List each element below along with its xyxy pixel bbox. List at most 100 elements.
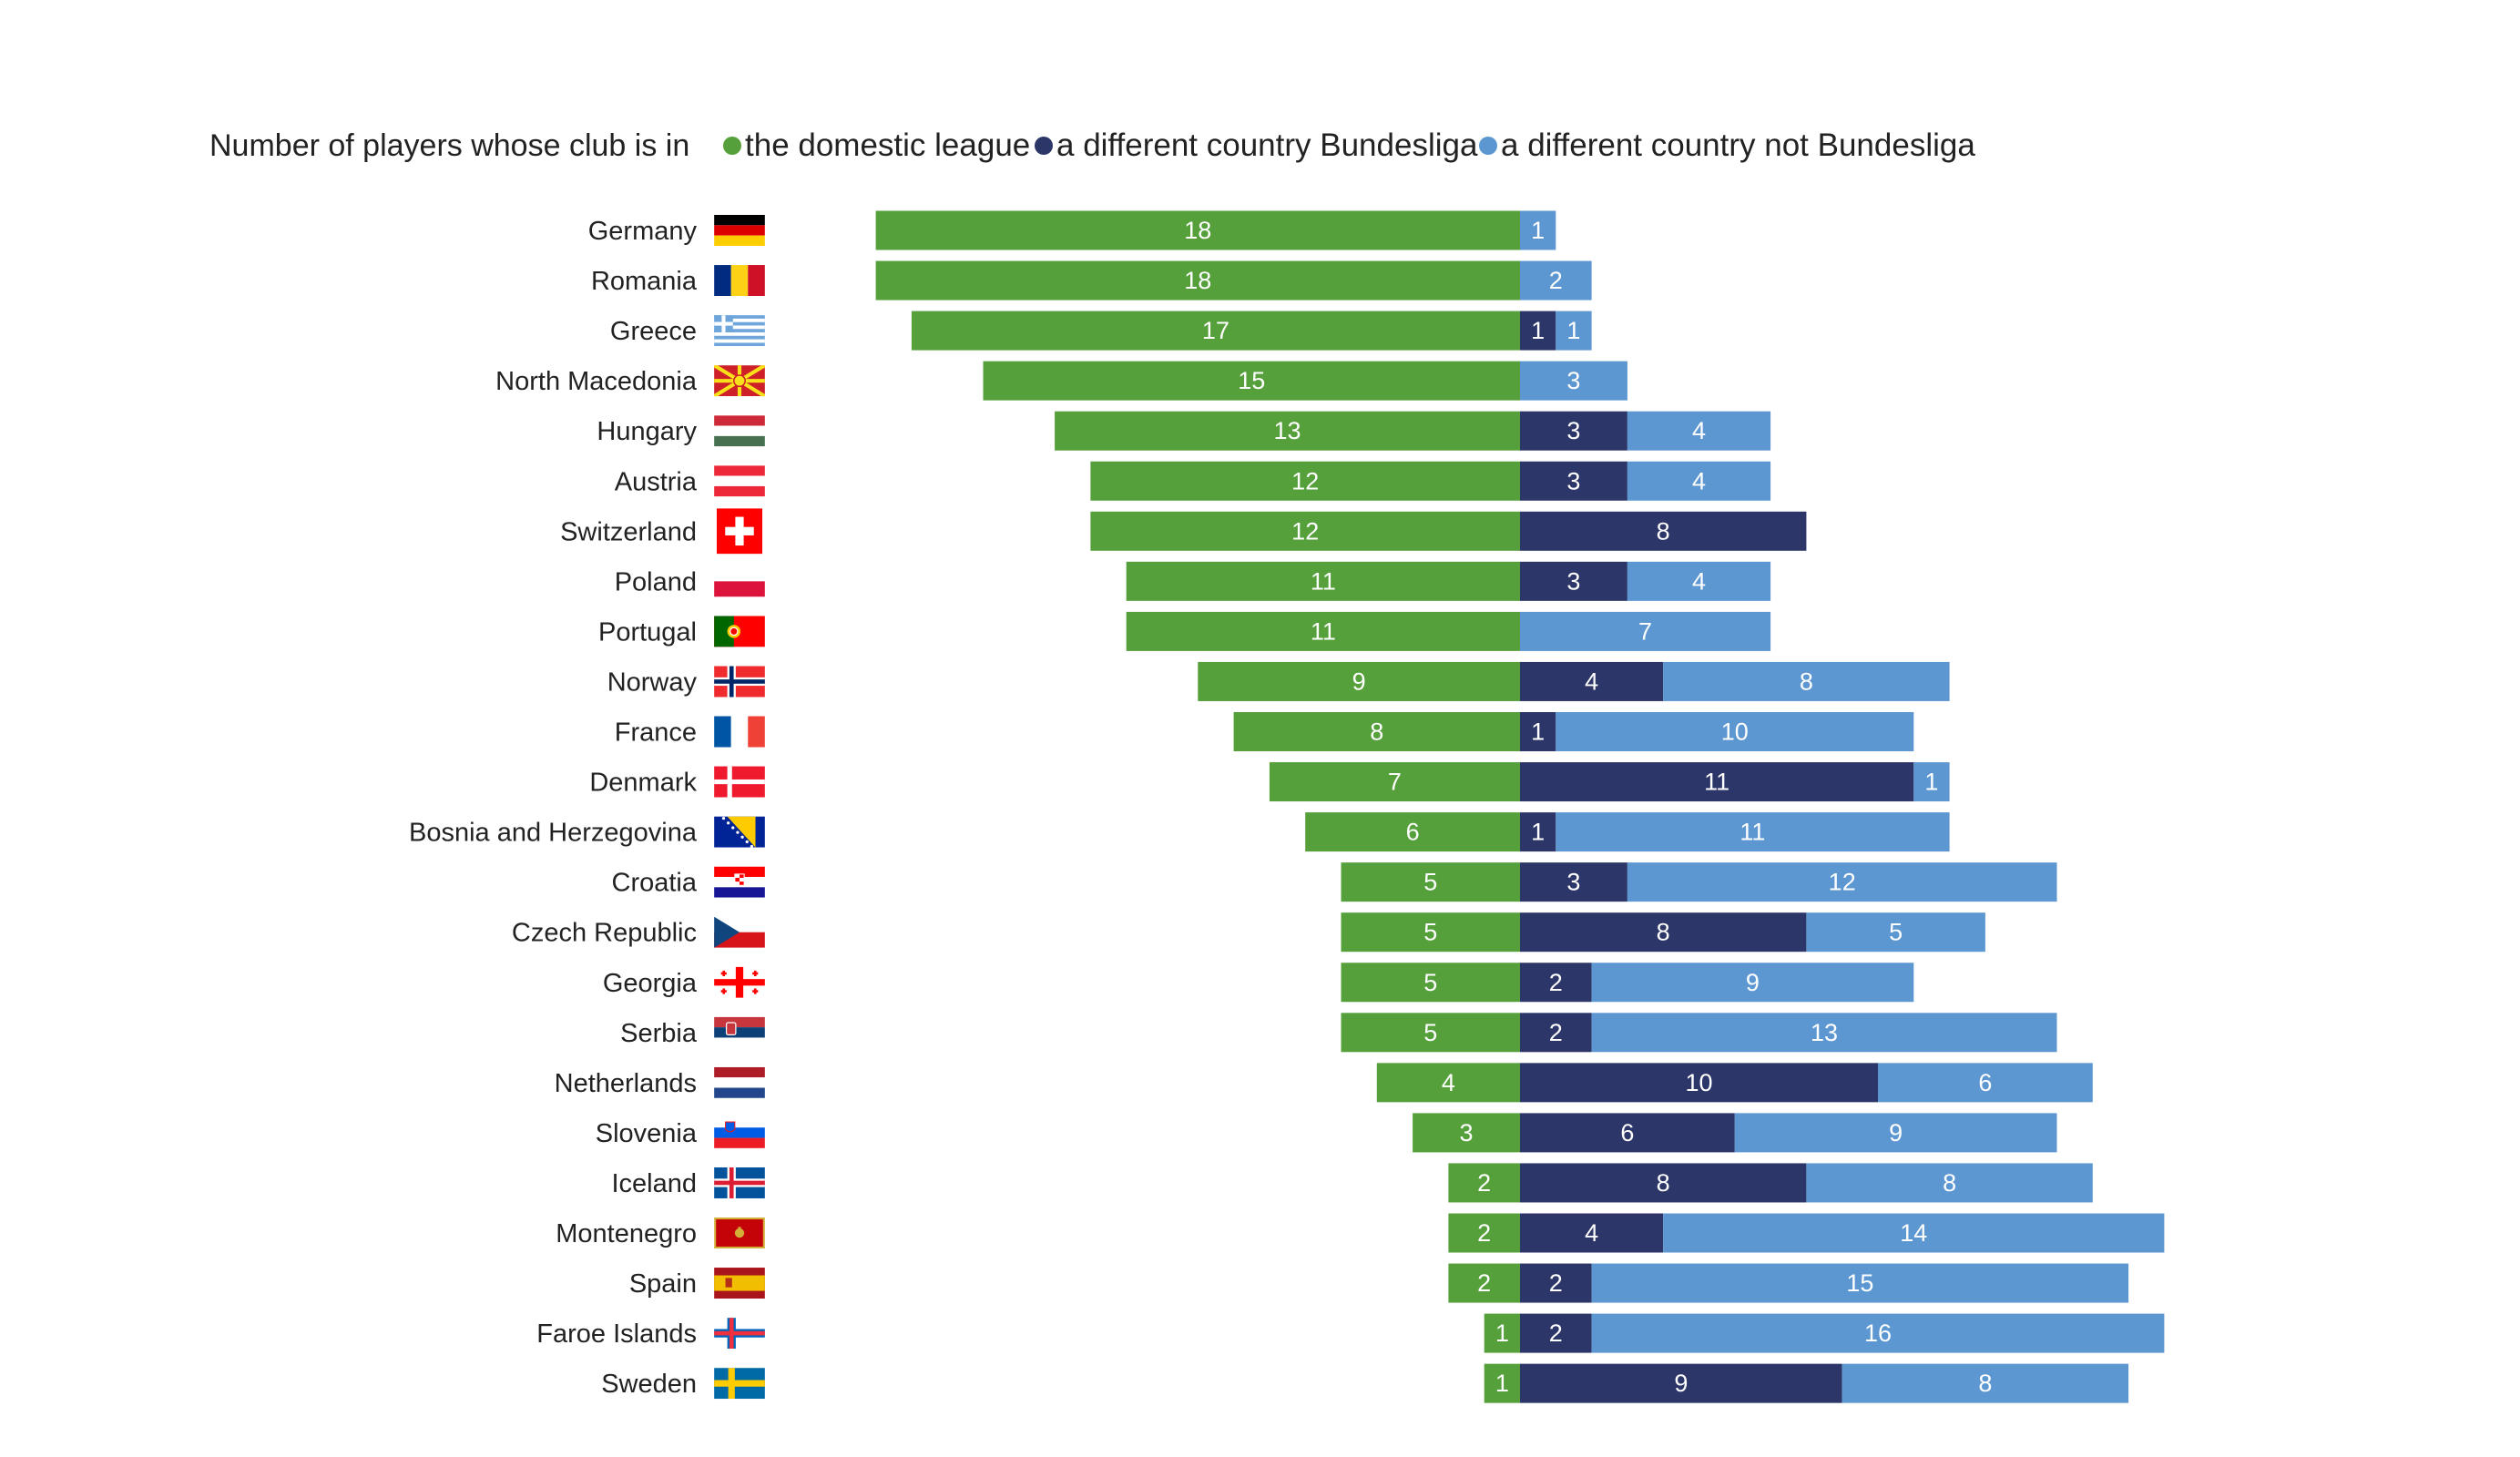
bar-not-bundesliga — [1806, 912, 1985, 953]
bar-domestic — [1126, 611, 1520, 651]
bar-not-bundesliga — [1591, 1313, 2165, 1353]
country-label: Montenegro — [556, 1219, 697, 1248]
bar-value-label: 2 — [1549, 1019, 1563, 1046]
montenegro-flag — [714, 1218, 765, 1248]
bar-value-label: 18 — [1184, 267, 1211, 294]
legend-label-bundesliga: a different country Bundesliga — [1056, 127, 1478, 163]
bar-bundesliga — [1520, 1263, 1592, 1303]
chart-row: Slovenia 3 6 9 — [596, 1113, 2057, 1153]
chart-row: Austria 12 3 4 — [615, 461, 1771, 501]
legend: the domestic league a different country … — [723, 127, 1975, 163]
bar-value-label: 6 — [1406, 819, 1420, 846]
bar-bundesliga — [1520, 712, 1556, 751]
country-label: Georgia — [603, 969, 698, 998]
bar-value-label: 8 — [1800, 667, 1813, 695]
chart-row: Croatia 5 3 12 — [612, 862, 2057, 902]
bar-not-bundesliga — [1842, 1363, 2129, 1403]
country-label: Bosnia and Herzegovina — [409, 819, 698, 848]
bar-not-bundesliga — [1627, 862, 2057, 902]
chart-row: Montenegro 2 4 14 — [556, 1213, 2165, 1253]
bar-value-label: 2 — [1477, 1269, 1491, 1297]
bar-value-label: 15 — [1846, 1269, 1873, 1297]
chart-row: Denmark 7 11 1 — [589, 762, 1950, 802]
bar-value-label: 16 — [1864, 1319, 1892, 1347]
bar-value-label: 6 — [1978, 1069, 1992, 1096]
bar-value-label: 12 — [1829, 869, 1856, 896]
croatia-flag — [714, 866, 765, 898]
bar-value-label: 1 — [1566, 317, 1580, 344]
bar-domestic — [1126, 561, 1520, 601]
bar-value-label: 2 — [1549, 267, 1563, 294]
serbia-flag — [714, 1016, 765, 1048]
bar-value-label: 3 — [1460, 1119, 1474, 1146]
country-label: Sweden — [601, 1370, 697, 1399]
bar-value-label: 2 — [1549, 969, 1563, 996]
bar-bundesliga — [1520, 1113, 1735, 1153]
bar-value-label: 18 — [1184, 217, 1211, 244]
bar-bundesliga — [1520, 461, 1627, 501]
chart-row: Faroe Islands 1 2 16 — [536, 1313, 2165, 1353]
bar-value-label: 5 — [1423, 919, 1437, 946]
bar-bundesliga — [1520, 1313, 1592, 1353]
bar-not-bundesliga — [1556, 311, 1592, 351]
bar-value-label: 3 — [1566, 367, 1580, 394]
legend-label-domestic: the domestic league — [745, 127, 1030, 163]
chart-row: Czech Republic 5 8 5 — [512, 912, 1985, 953]
bar-domestic — [1341, 912, 1520, 953]
country-label: Portugal — [598, 617, 697, 647]
bar-bundesliga — [1520, 311, 1556, 351]
chart-row: Hungary 13 3 4 — [597, 411, 1771, 451]
bar-not-bundesliga — [1591, 1013, 2057, 1053]
bar-bundesliga — [1520, 561, 1627, 601]
north-macedonia-flag — [714, 365, 765, 396]
bar-value-label: 4 — [1585, 667, 1598, 695]
bar-value-label: 6 — [1620, 1119, 1634, 1146]
bar-value-label: 8 — [1657, 919, 1670, 946]
country-label: Austria — [615, 467, 698, 496]
bar-value-label: 13 — [1274, 417, 1301, 444]
bar-bundesliga — [1520, 661, 1664, 701]
hungary-flag — [714, 415, 765, 447]
bar-value-label: 9 — [1352, 667, 1366, 695]
bar-value-label: 4 — [1442, 1069, 1455, 1096]
greece-flag — [714, 315, 765, 347]
bar-value-label: 11 — [1311, 617, 1336, 645]
bar-domestic — [1305, 812, 1520, 852]
chart-row: Sweden 1 9 8 — [601, 1363, 2129, 1403]
bar-bundesliga — [1520, 762, 1914, 802]
romania-flag — [714, 265, 765, 297]
bar-not-bundesliga — [1663, 1213, 2165, 1253]
bar-value-label: 1 — [1495, 1319, 1509, 1347]
bar-domestic — [911, 311, 1520, 351]
bar-bundesliga — [1520, 912, 1807, 953]
bar-value-label: 12 — [1291, 467, 1319, 494]
bar-not-bundesliga — [1520, 611, 1771, 651]
bar-not-bundesliga — [1913, 762, 1950, 802]
country-label: Croatia — [612, 869, 698, 898]
bar-bundesliga — [1520, 963, 1592, 1003]
bar-value-label: 2 — [1549, 1319, 1563, 1347]
bar-value-label: 7 — [1638, 617, 1652, 645]
chart-row: Portugal 11 7 — [598, 611, 1771, 651]
country-label: Czech Republic — [512, 919, 697, 948]
bar-value-label: 8 — [1370, 718, 1383, 746]
bar-value-label: 1 — [1495, 1370, 1509, 1397]
bar-not-bundesliga — [1663, 661, 1950, 701]
bar-value-label: 15 — [1238, 367, 1265, 394]
country-label: Denmark — [589, 769, 697, 798]
chart-row: Iceland 2 8 8 — [611, 1163, 2093, 1203]
bar-value-label: 3 — [1566, 869, 1580, 896]
denmark-flag — [714, 766, 765, 798]
bar-not-bundesliga — [1591, 1263, 2129, 1303]
country-label: Hungary — [597, 417, 697, 446]
chart-row: Netherlands 4 10 6 — [555, 1063, 2093, 1103]
bar-value-label: 12 — [1291, 517, 1319, 545]
chart-row: Spain 2 2 15 — [629, 1263, 2129, 1303]
bar-value-label: 3 — [1566, 467, 1580, 494]
netherlands-flag — [714, 1066, 765, 1098]
country-label: Greece — [610, 317, 697, 346]
country-label: Serbia — [620, 1019, 698, 1048]
chart-row: Greece 17 1 1 — [610, 311, 1592, 351]
bar-value-label: 2 — [1477, 1169, 1491, 1197]
